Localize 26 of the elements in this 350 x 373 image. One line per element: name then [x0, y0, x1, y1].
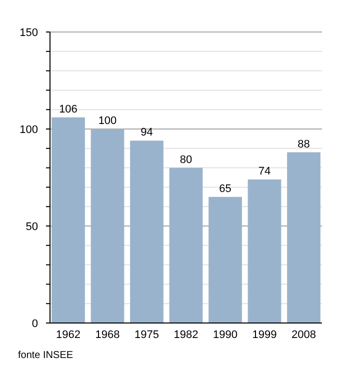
x-tick-label: 2008 [292, 329, 316, 341]
data-label: 94 [140, 126, 153, 139]
x-tick-label: 1962 [56, 329, 80, 341]
y-tick-label: 0 [32, 318, 38, 330]
data-label: 100 [98, 115, 117, 127]
y-tick-label: 50 [26, 220, 38, 233]
x-tick-label: 1968 [95, 329, 120, 341]
bar [90, 129, 124, 323]
bar [248, 179, 282, 323]
bar [287, 152, 320, 323]
bar [208, 196, 242, 323]
x-tick-label: 1975 [134, 329, 159, 341]
data-label: 65 [219, 182, 232, 195]
y-tick-label: 100 [20, 124, 38, 136]
data-label: 74 [258, 165, 271, 178]
data-label: 88 [298, 138, 310, 150]
x-tick-label: 1990 [213, 329, 238, 341]
bar [169, 168, 203, 323]
y-tick-label: 150 [20, 26, 38, 39]
x-tick-label: 1999 [252, 329, 277, 341]
bar [130, 140, 164, 323]
data-label: 80 [180, 154, 192, 166]
bar [52, 117, 85, 323]
data-label: 106 [59, 103, 78, 116]
source-note: fonte INSEE [18, 350, 74, 361]
x-tick-label: 1982 [174, 329, 198, 341]
